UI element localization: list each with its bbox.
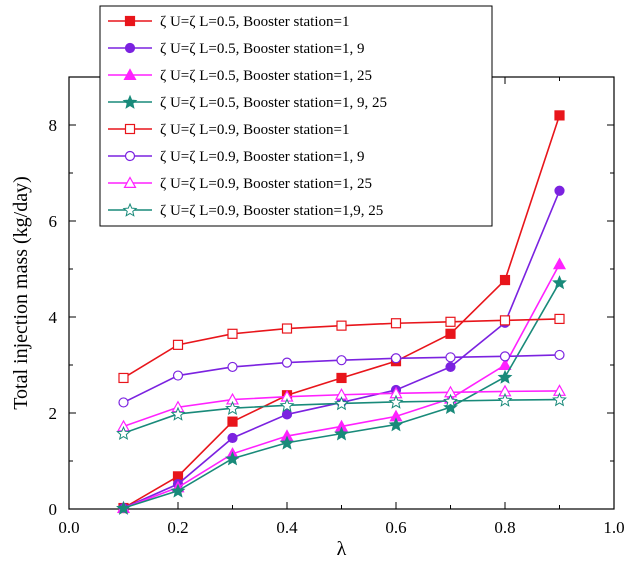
data-point — [445, 352, 456, 363]
y-tick-label: 2 — [49, 404, 58, 423]
x-tick-label: 0.6 — [385, 518, 406, 537]
data-point — [281, 357, 293, 368]
series-8 — [116, 392, 567, 440]
legend-item: ζ U=ζ L=0.5, Booster station=1 — [108, 14, 349, 30]
data-point — [499, 351, 511, 362]
data-point — [279, 398, 295, 413]
data-point — [443, 393, 458, 408]
x-tick-label: 0.8 — [494, 518, 515, 537]
series-6 — [118, 349, 565, 408]
data-point — [552, 392, 567, 407]
data-point — [172, 370, 184, 381]
data-point — [554, 313, 565, 325]
legend-item: ζ U=ζ L=0.9, Booster station=1 — [108, 122, 349, 138]
data-point — [225, 451, 240, 466]
series-line — [123, 263, 561, 509]
data-point — [554, 110, 565, 121]
series-5 — [118, 313, 565, 384]
data-point — [554, 349, 565, 361]
data-point — [445, 316, 456, 327]
data-point — [170, 483, 186, 498]
legend-item: ζ U=ζ L=0.5, Booster station=1, 25 — [108, 68, 372, 84]
data-point — [227, 416, 238, 427]
y-tick-label: 4 — [49, 308, 58, 327]
data-point — [118, 372, 129, 384]
x-tick-label: 1.0 — [603, 518, 624, 537]
legend-marker — [123, 68, 137, 80]
data-point — [388, 394, 404, 409]
legend-item: ζ U=ζ L=0.9, Booster station=1, 25 — [108, 176, 372, 192]
data-point — [390, 318, 402, 329]
legend-item: ζ U=ζ L=0.5, Booster station=1, 9, 25 — [108, 94, 387, 111]
data-point — [497, 392, 513, 407]
legend-label: ζ U=ζ L=0.5, Booster station=1, 9 — [160, 41, 364, 57]
data-point — [336, 355, 347, 366]
data-point — [336, 320, 347, 331]
legend-label: ζ U=ζ L=0.9, Booster station=1, 25 — [160, 176, 372, 192]
legend-box — [99, 5, 493, 227]
x-tick-label: 0.2 — [167, 518, 188, 537]
data-point — [499, 315, 511, 326]
data-point — [498, 358, 512, 370]
legend-label: ζ U=ζ L=0.9, Booster station=1 — [160, 122, 349, 138]
legend-marker — [124, 150, 136, 162]
legend: ζ U=ζ L=0.5, Booster station=1 ζ U=ζ L=0.… — [99, 5, 493, 227]
legend-label: ζ U=ζ L=0.9, Booster station=1, 9 — [160, 149, 364, 165]
y-tick-label: 6 — [49, 212, 58, 231]
data-point — [227, 328, 238, 339]
legend-marker — [124, 15, 136, 27]
series-layer — [116, 110, 567, 515]
data-point — [390, 353, 402, 364]
data-point — [116, 425, 131, 440]
data-point — [445, 328, 456, 339]
data-point — [334, 396, 349, 411]
y-tick-label: 0 — [49, 500, 58, 519]
data-point — [170, 406, 186, 421]
legend-item: ζ U=ζ L=0.9, Booster station=1, 9 — [108, 149, 364, 165]
x-axis-label: λ — [337, 538, 347, 560]
series-4 — [116, 275, 567, 515]
data-point — [334, 426, 349, 441]
data-point — [554, 185, 565, 196]
legend-item: ζ U=ζ L=0.5, Booster station=1, 9 — [108, 41, 364, 57]
legend-marker — [122, 202, 138, 217]
data-point — [552, 257, 567, 270]
data-point — [336, 372, 347, 384]
legend-label: ζ U=ζ L=0.5, Booster station=1 — [160, 14, 349, 30]
legend-marker — [122, 94, 138, 109]
data-point — [116, 500, 131, 515]
data-point — [443, 399, 458, 415]
data-point — [445, 361, 456, 373]
data-point — [227, 361, 238, 373]
data-point — [497, 369, 513, 384]
y-tick-label: 8 — [49, 116, 58, 135]
data-point — [279, 435, 295, 450]
x-tick-label: 0.0 — [58, 518, 79, 537]
legend-marker — [124, 42, 136, 54]
data-point — [225, 400, 240, 416]
legend-label: ζ U=ζ L=0.5, Booster station=1, 25 — [160, 68, 372, 84]
series-3 — [116, 257, 567, 514]
data-point — [227, 432, 238, 444]
data-point — [552, 275, 567, 290]
data-point — [118, 397, 129, 408]
legend-marker — [124, 123, 136, 135]
data-point — [281, 409, 293, 420]
series-line — [123, 190, 561, 509]
data-point — [281, 323, 293, 334]
legend-label: ζ U=ζ L=0.9, Booster station=1,9, 25 — [160, 203, 383, 219]
series-2 — [118, 185, 565, 514]
data-point — [172, 339, 184, 350]
data-point — [499, 274, 511, 286]
legend-item: ζ U=ζ L=0.9, Booster station=1,9, 25 — [108, 202, 383, 219]
legend-label: ζ U=ζ L=0.5, Booster station=1, 9, 25 — [160, 95, 387, 111]
legend-marker — [123, 176, 137, 188]
x-tick-label: 0.4 — [276, 518, 298, 537]
data-point — [388, 417, 404, 432]
y-axis-label: Total injection mass (kg/day) — [10, 176, 32, 410]
